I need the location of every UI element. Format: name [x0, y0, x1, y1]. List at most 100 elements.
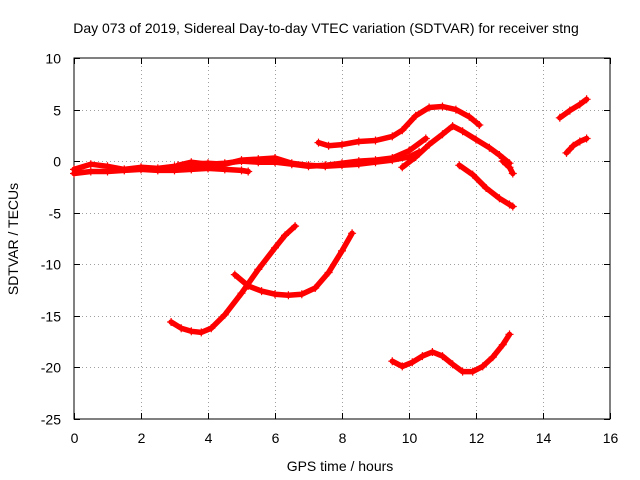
x-tick-label: 10 — [402, 430, 418, 446]
series-arc-5 — [398, 122, 514, 172]
series-line — [563, 135, 590, 156]
data-point-marker — [177, 324, 186, 333]
data-point-marker — [137, 165, 145, 174]
data-point-marker — [478, 362, 487, 371]
y-axis-label: SDTVAR / TECUs — [5, 183, 21, 295]
series-arc-7 — [498, 157, 517, 178]
data-point-marker — [120, 166, 129, 175]
series-markers — [455, 161, 517, 211]
x-tick-label: 8 — [339, 430, 347, 446]
data-point-marker — [338, 140, 346, 149]
x-tick-label: 4 — [205, 430, 213, 446]
series-markers — [388, 330, 514, 376]
data-point-marker — [388, 154, 397, 162]
data-point-marker — [582, 95, 591, 104]
data-point-marker — [338, 159, 346, 168]
y-tick-label: -20 — [41, 360, 61, 376]
y-tick-label: 0 — [53, 154, 61, 170]
data-point-marker — [495, 151, 504, 159]
data-point-marker — [498, 157, 507, 166]
data-point-marker — [187, 327, 196, 336]
data-point-marker — [425, 103, 434, 112]
data-point-marker — [485, 143, 494, 152]
data-point-marker — [237, 166, 246, 175]
x-tick-label: 16 — [603, 430, 619, 446]
series-markers — [230, 229, 357, 300]
data-point-marker — [505, 163, 514, 172]
data-point-marker — [555, 113, 564, 122]
data-point-marker — [237, 157, 246, 166]
y-tick-label: -15 — [41, 309, 61, 325]
series-markers — [70, 164, 253, 178]
data-point-marker — [488, 353, 497, 362]
series-arc-11 — [230, 229, 357, 300]
data-point-marker — [562, 148, 571, 157]
series-markers — [167, 222, 300, 337]
data-point-marker — [204, 160, 212, 169]
y-tick-label: 5 — [53, 103, 61, 119]
y-tick-label: 10 — [45, 51, 61, 67]
series-markers — [555, 95, 591, 122]
data-point-marker — [167, 318, 176, 326]
data-point-marker — [297, 290, 306, 299]
data-point-marker — [86, 160, 95, 169]
data-point-marker — [291, 222, 300, 231]
data-point-marker — [70, 169, 78, 178]
chart-title: Day 073 of 2019, Sidereal Day-to-day VTE… — [73, 20, 579, 36]
data-point-marker — [187, 158, 196, 167]
data-point-marker — [287, 160, 296, 169]
data-point-marker — [482, 184, 491, 192]
data-point-marker — [398, 163, 407, 172]
data-point-marker — [284, 291, 293, 300]
data-point-marker — [575, 137, 584, 146]
series-line — [557, 96, 590, 121]
data-point-marker — [421, 134, 430, 143]
data-point-marker — [321, 161, 330, 170]
series-line — [232, 230, 355, 298]
data-point-marker — [187, 165, 196, 174]
data-point-marker — [495, 194, 504, 203]
data-point-marker — [271, 290, 279, 299]
data-point-marker — [475, 121, 484, 129]
series-markers — [398, 122, 514, 172]
data-point-marker — [472, 135, 480, 144]
data-point-marker — [468, 170, 477, 179]
data-point-marker — [354, 157, 363, 166]
data-point-marker — [575, 100, 584, 109]
x-tick-label: 14 — [536, 430, 552, 446]
data-point-marker — [465, 112, 474, 121]
axis-ticks — [74, 58, 611, 420]
data-point-marker — [348, 229, 357, 238]
data-point-marker — [86, 167, 95, 176]
data-point-marker — [582, 134, 591, 143]
data-point-marker — [505, 200, 514, 209]
y-axis-tick-labels: -25 -20 -15 -10 -5 0 5 10 — [41, 51, 61, 428]
x-tick-label: 6 — [272, 430, 280, 446]
y-tick-label: -5 — [49, 206, 62, 222]
series-arc-4 — [314, 102, 484, 150]
data-point-marker — [411, 153, 420, 161]
data-series — [70, 95, 591, 376]
data-point-marker — [388, 357, 397, 366]
data-point-marker — [257, 287, 266, 296]
data-point-marker — [398, 362, 407, 371]
data-point-marker — [508, 169, 517, 178]
x-tick-label: 2 — [138, 430, 146, 446]
data-point-marker — [418, 352, 427, 361]
series-arc-12 — [388, 330, 514, 376]
data-point-marker — [324, 268, 333, 277]
data-point-marker — [153, 166, 162, 175]
series-arc-9 — [562, 134, 591, 157]
series-arc-8 — [555, 95, 591, 122]
series-markers — [498, 157, 517, 178]
y-tick-label: -10 — [41, 257, 61, 273]
data-point-marker — [508, 202, 517, 211]
series-markers — [562, 134, 591, 157]
series-markers — [314, 102, 484, 150]
data-point-marker — [103, 167, 112, 176]
data-point-marker — [170, 166, 179, 175]
data-point-marker — [271, 243, 279, 252]
data-point-marker — [468, 367, 477, 376]
x-tick-label: 0 — [71, 430, 79, 446]
